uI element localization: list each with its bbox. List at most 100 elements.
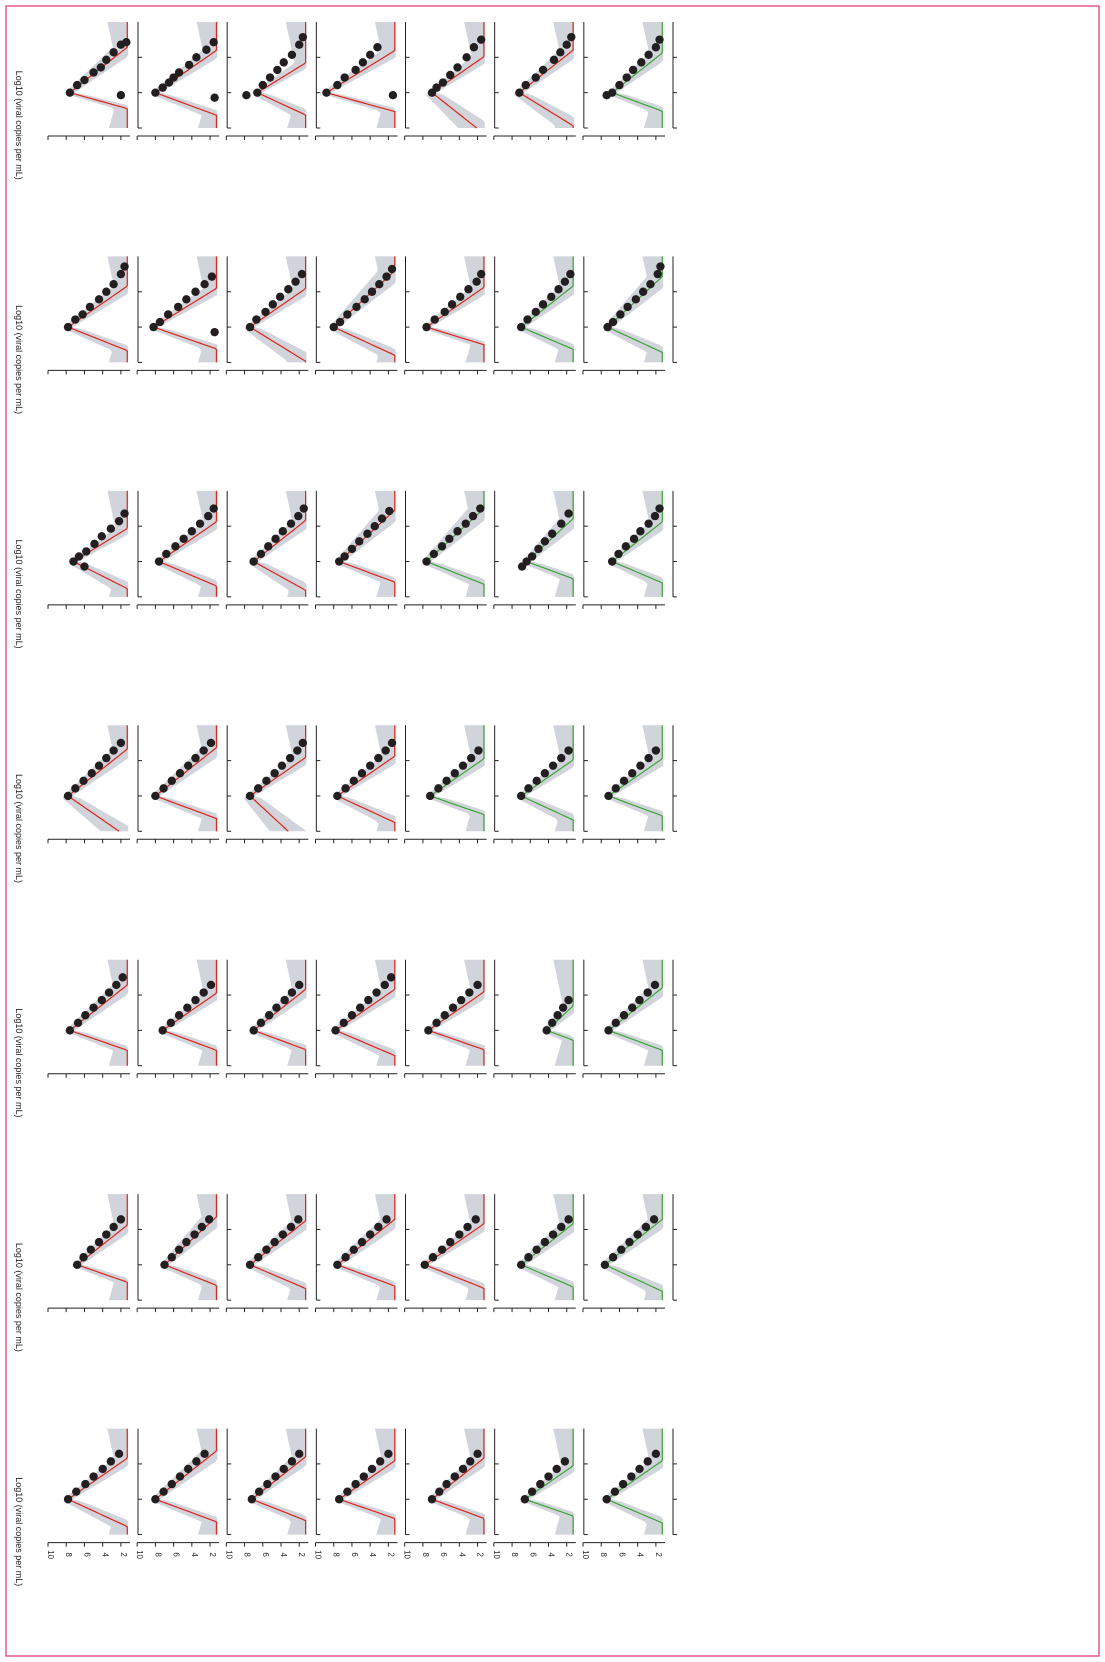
data-point: [615, 80, 624, 90]
data-point: [151, 791, 160, 801]
data-point: [207, 272, 217, 281]
uncertainty-band: [516, 256, 575, 363]
uncertainty-band: [520, 1428, 575, 1535]
data-point: [347, 1011, 357, 1020]
data-point: [340, 73, 349, 82]
y-tick-label: 4: [457, 1552, 466, 1557]
data-point: [94, 761, 104, 770]
y-tick-label: 8: [243, 1552, 252, 1557]
data-point: [73, 1018, 83, 1028]
data-point: [552, 1464, 561, 1474]
data-point: [614, 549, 623, 559]
data-point: [81, 1011, 90, 1020]
data-point: [322, 88, 331, 97]
data-point: [63, 791, 73, 801]
data-point: [294, 511, 303, 521]
data-point: [204, 1215, 214, 1224]
data-point: [174, 1245, 184, 1254]
panel: [582, 22, 677, 140]
data-point: [422, 322, 431, 332]
data-point: [298, 738, 308, 748]
data-point: [106, 524, 116, 533]
y-tick-label: 10: [403, 1550, 412, 1559]
data-point: [564, 1215, 573, 1224]
data-point: [199, 988, 208, 997]
uncertainty-band: [334, 490, 396, 597]
uncertainty-band: [600, 1194, 664, 1301]
data-point: [81, 1479, 90, 1489]
data-point: [547, 292, 556, 302]
y-axis-title: Log10 (viral copies per mL): [14, 774, 24, 883]
data-point: [450, 1472, 459, 1481]
y-tick-label: 6: [528, 1552, 537, 1557]
data-point: [554, 285, 563, 294]
y-tick-label: 6: [617, 1552, 626, 1557]
data-point: [388, 90, 398, 100]
data-point: [359, 1472, 368, 1481]
data-point: [355, 537, 364, 546]
data-point: [333, 1260, 342, 1270]
panel: [225, 1194, 321, 1313]
y-tick-label: 4: [636, 1552, 645, 1557]
data-point: [608, 1253, 618, 1262]
data-point: [527, 552, 537, 561]
data-point: [118, 973, 127, 982]
data-point: [623, 302, 632, 312]
uncertainty-band: [332, 1194, 396, 1301]
data-point: [603, 322, 612, 332]
data-point: [628, 769, 637, 778]
data-point: [78, 310, 87, 319]
fit-line: [337, 1428, 396, 1535]
data-point: [448, 1003, 458, 1012]
data-point: [540, 769, 550, 778]
uncertainty-band: [252, 22, 307, 128]
data-point: [341, 1253, 350, 1262]
data-point: [534, 544, 543, 554]
data-point: [542, 1026, 551, 1035]
data-point: [210, 93, 219, 102]
fit-line: [545, 959, 574, 1066]
figure-frame: [5, 5, 1100, 1657]
data-point: [122, 37, 131, 47]
data-point: [375, 279, 384, 289]
data-point: [249, 1026, 258, 1035]
data-point: [102, 55, 111, 65]
uncertainty-band: [329, 256, 396, 363]
data-point: [374, 1222, 383, 1232]
data-point: [262, 1245, 271, 1254]
data-point: [465, 988, 474, 997]
data-point: [604, 791, 613, 801]
data-point: [567, 32, 576, 42]
data-point: [458, 761, 468, 770]
data-point: [163, 310, 173, 319]
panel: [136, 1194, 232, 1313]
data-point: [82, 547, 91, 556]
y-axis-title: Log10 (viral copies per mL): [14, 1243, 24, 1352]
data-point: [636, 761, 645, 770]
fit-line: [161, 959, 218, 1066]
data-point: [553, 1011, 562, 1020]
data-point: [341, 784, 350, 793]
panel: [404, 490, 499, 609]
data-point: [80, 75, 89, 85]
data-point: [527, 1487, 537, 1496]
data-point: [116, 1215, 126, 1224]
data-point: [357, 769, 367, 778]
data-point: [387, 738, 397, 748]
data-point: [477, 35, 486, 44]
data-point: [114, 1449, 124, 1459]
fit-line: [67, 725, 128, 832]
data-point: [200, 1449, 209, 1459]
data-point: [473, 980, 482, 990]
data-point: [536, 1479, 545, 1489]
data-point: [71, 315, 80, 324]
data-point: [171, 542, 180, 551]
data-point: [463, 1222, 472, 1232]
data-point: [474, 746, 483, 755]
data-point: [621, 542, 631, 551]
data-point: [425, 791, 435, 801]
panel: [582, 1194, 677, 1313]
data-point: [628, 65, 638, 75]
y-tick-label: 2: [208, 1552, 217, 1557]
